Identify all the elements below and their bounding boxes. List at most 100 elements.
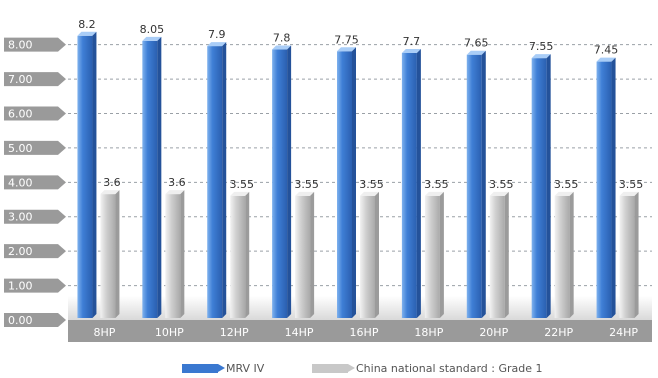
y-tick-label: 3.00 (8, 211, 33, 224)
y-tick-tab (4, 175, 66, 190)
bar-mrv-iv (596, 61, 612, 319)
y-tick-tab (4, 106, 66, 121)
bar-side-face (416, 48, 421, 318)
bar-side-face (481, 50, 486, 319)
legend-swatch-mrv-iv (182, 364, 225, 373)
bar-china-standard (424, 195, 440, 318)
bar-side-face (352, 47, 356, 319)
bar-side-face (611, 57, 616, 319)
bar-mrv-iv (207, 46, 223, 319)
bar-mrv-iv (142, 40, 158, 318)
bar-top-face (531, 54, 551, 59)
y-tick-label: 6.00 (8, 107, 33, 120)
bar-side-face (245, 191, 250, 318)
data-label-mrv-iv: 7.7 (403, 35, 421, 48)
y-tick-tab (4, 72, 66, 87)
bar-china-standard (360, 195, 375, 318)
y-tick-tab (4, 209, 66, 224)
y-tick-label: 0.00 (8, 314, 33, 327)
y-tick-label: 4.00 (8, 176, 33, 189)
y-tick-tab (4, 140, 66, 155)
bar-side-face (439, 191, 444, 318)
bar-china-standard (619, 195, 635, 318)
legend-swatch-china-standard (312, 364, 355, 373)
x-tick-label: 14HP (285, 326, 314, 339)
data-label-mrv-iv: 7.8 (273, 32, 291, 45)
x-tick-label: 16HP (350, 326, 379, 339)
bar-mrv-iv (401, 52, 417, 318)
bar-mrv-iv (337, 51, 352, 319)
y-tick-tab (4, 278, 66, 293)
legend-label-mrv-iv: MRV IV (226, 362, 265, 375)
y-tick-label: 1.00 (8, 280, 33, 293)
bar-mrv-iv (272, 49, 288, 319)
data-label-china-standard: 3.55 (359, 178, 384, 191)
bar-top-face (142, 36, 162, 41)
y-tick-label: 2.00 (8, 245, 33, 258)
y-tick-tab (4, 244, 66, 259)
data-label-mrv-iv: 7.65 (464, 37, 489, 50)
data-label-china-standard: 3.6 (103, 176, 121, 189)
y-axis: 0.00 1.00 2.00 3.00 4.00 5.00 6.00 7.00 8.00 (4, 37, 66, 327)
y-tick-label: 5.00 (8, 142, 33, 155)
bar-side-face (222, 42, 227, 319)
data-label-mrv-iv: 8.2 (78, 18, 96, 31)
bar-top-face (165, 190, 185, 195)
legend-item-china-standard: China national standard : Grade 1 (312, 362, 543, 375)
data-label-china-standard: 3.55 (554, 178, 579, 191)
bar-top-face (554, 191, 574, 196)
bar-side-face (287, 45, 292, 319)
x-tick-label: 22HP (544, 326, 573, 339)
bar-top-face (489, 191, 509, 196)
bar-top-face (100, 190, 120, 195)
bar-side-face (375, 191, 379, 318)
bar-top-face (360, 191, 379, 196)
bar-top-face (207, 42, 227, 47)
data-label-mrv-iv: 7.45 (594, 44, 619, 57)
bar-mrv-iv (77, 35, 93, 318)
bar-top-face (401, 48, 421, 53)
bar-side-face (634, 191, 639, 318)
bar-side-face (504, 191, 509, 318)
bar-top-face (230, 191, 250, 196)
bar-china-standard (554, 195, 570, 318)
data-labels: 8.2 3.6 8.05 3.6 7.9 3.55 7.8 3.55 7.75 3.55 7.7 3.… (78, 18, 643, 191)
x-tick-label: 24HP (609, 326, 638, 339)
bar-mrv-iv (531, 58, 547, 319)
data-label-china-standard: 3.55 (619, 178, 644, 191)
data-label-china-standard: 3.55 (489, 178, 514, 191)
bar-side-face (115, 190, 120, 318)
x-tick-label: 8HP (93, 326, 115, 339)
bar-top-face (337, 47, 356, 52)
bar-top-face (272, 45, 292, 50)
bar-side-face (546, 54, 551, 319)
y-tick-tab (4, 313, 66, 327)
bar-side-face (310, 191, 315, 318)
bar-top-face (596, 57, 616, 62)
x-tick-label: 10HP (155, 326, 184, 339)
y-tick-label: 8.00 (8, 39, 33, 52)
x-tick-label: 20HP (479, 326, 508, 339)
bar-top-face (619, 191, 639, 196)
bar-china-standard (165, 194, 181, 318)
bar-top-face (77, 31, 97, 36)
data-label-china-standard: 3.55 (424, 178, 449, 191)
data-label-china-standard: 3.6 (168, 176, 186, 189)
bar-top-face (295, 191, 315, 196)
bar-china-standard (100, 194, 116, 318)
data-label-mrv-iv: 7.55 (529, 40, 554, 53)
data-label-mrv-iv: 7.75 (334, 33, 359, 46)
bars (77, 31, 639, 319)
bar-china-standard (230, 195, 246, 318)
legend-label-china-standard: China national standard : Grade 1 (356, 362, 543, 375)
legend-item-mrv-iv: MRV IV (182, 362, 264, 375)
bar-mrv-iv (466, 54, 482, 319)
data-label-mrv-iv: 7.9 (208, 28, 226, 41)
data-label-mrv-iv: 8.05 (140, 23, 165, 36)
bar-top-face (466, 50, 486, 55)
bar-side-face (180, 190, 185, 318)
x-tick-label: 12HP (220, 326, 249, 339)
x-axis-band (68, 320, 652, 342)
bar-side-face (157, 36, 162, 318)
y-tick-label: 7.00 (8, 73, 33, 86)
